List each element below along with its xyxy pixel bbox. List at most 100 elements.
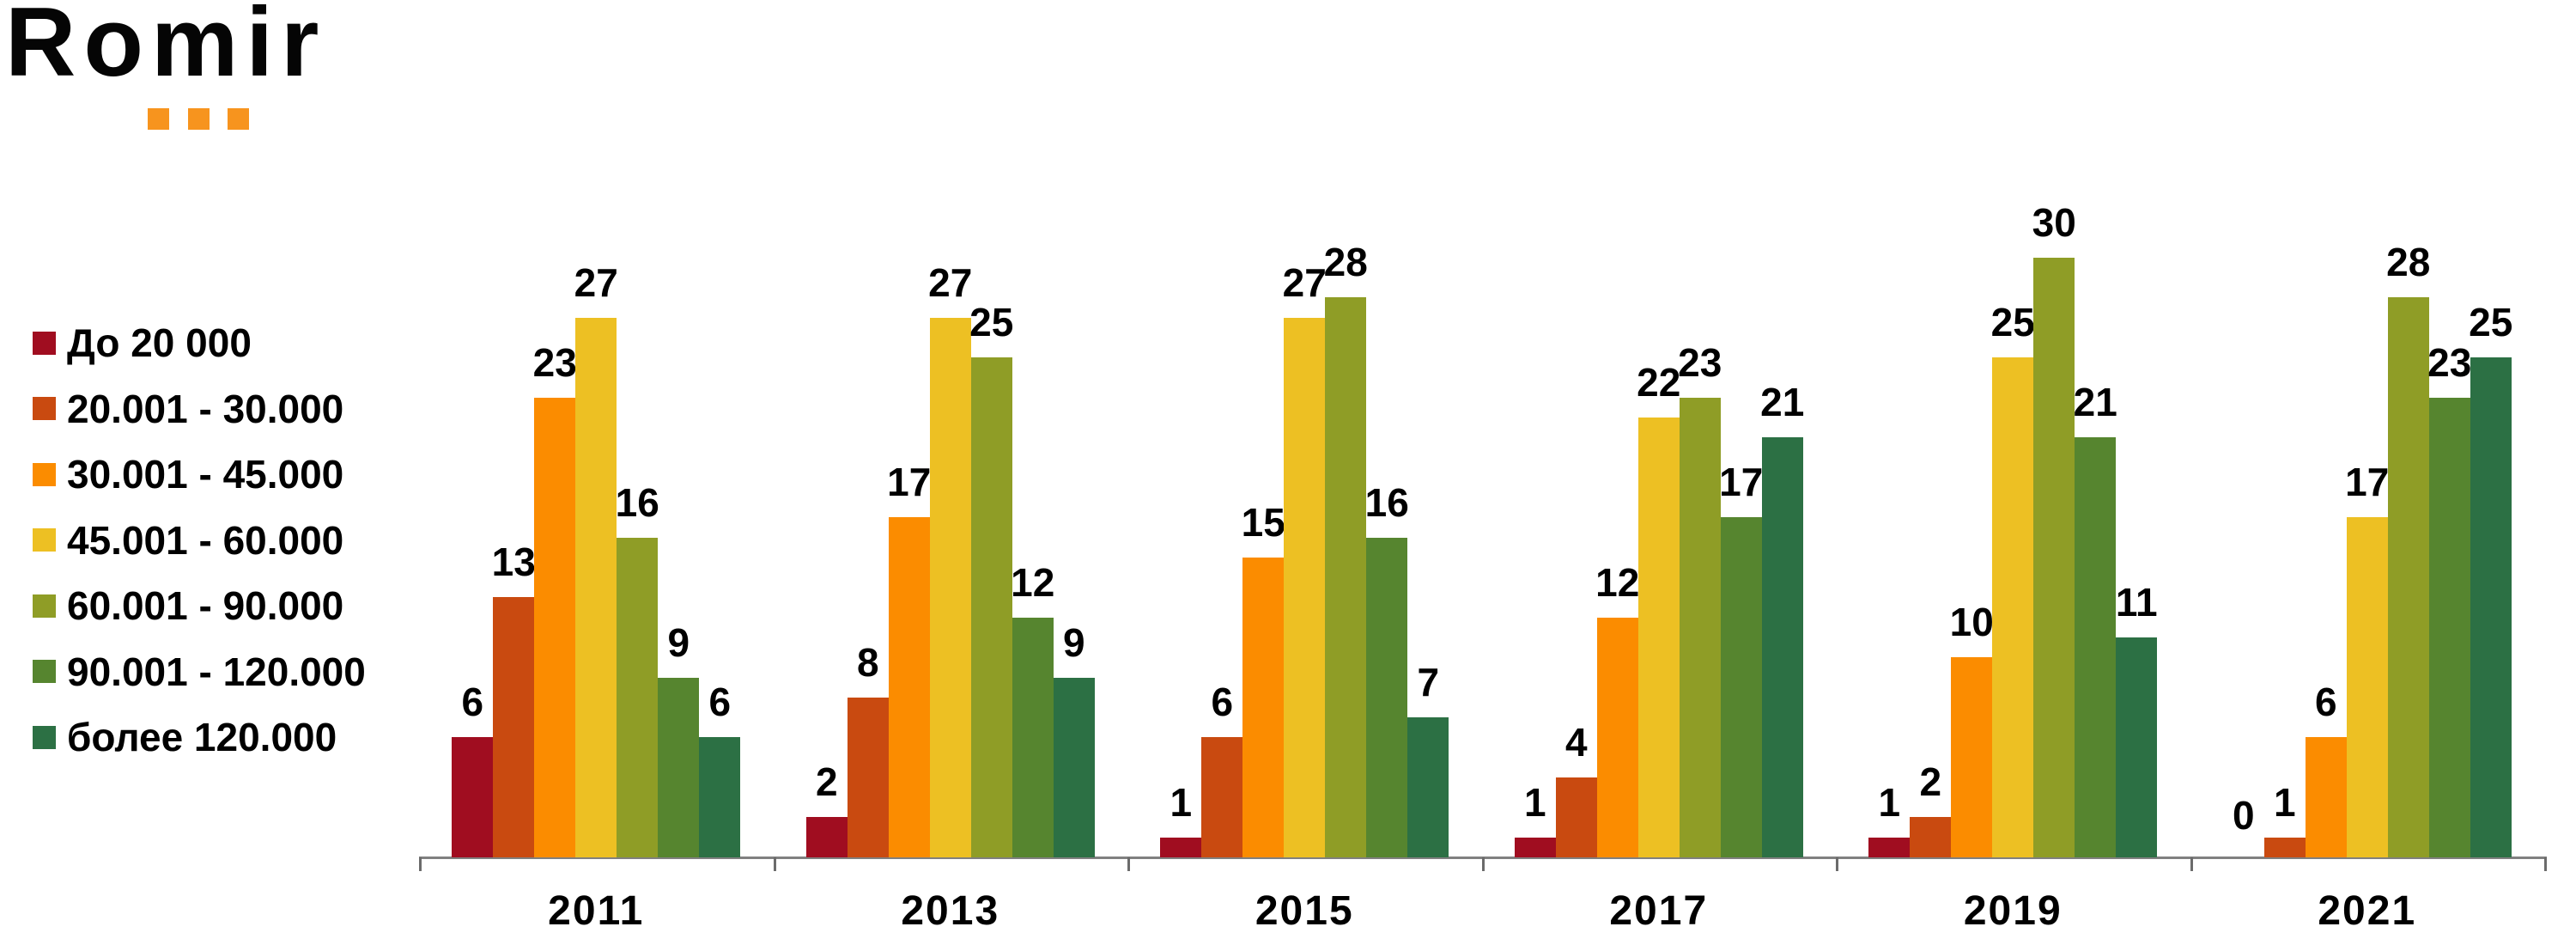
- x-axis-tick: [1127, 857, 1130, 871]
- bar-2021-series-6: [2470, 357, 2512, 857]
- bar-2011-series-0: [452, 737, 494, 857]
- bar-value-label: 9: [1062, 620, 1085, 665]
- bar-2017-series-3: [1637, 418, 1680, 857]
- bar-2019-series-4: [2033, 258, 2075, 857]
- bar-value-label: 6: [1211, 680, 1234, 724]
- bar-value-label: 17: [887, 460, 932, 504]
- bar-value-label: 23: [532, 340, 577, 385]
- bar-2015-series-3: [1284, 318, 1326, 857]
- x-axis-category-label: 2019: [1963, 888, 2063, 934]
- bar-2019-series-5: [2075, 437, 2117, 857]
- bar-value-label: 16: [1364, 480, 1409, 525]
- bar-2017-series-2: [1596, 618, 1638, 857]
- bar-2019-series-6: [2116, 637, 2158, 857]
- bar-value-label: 10: [1949, 600, 1994, 644]
- logo-orange-square-icon: [228, 108, 249, 130]
- bar-value-label: 2: [815, 759, 838, 804]
- bar-2019-series-2: [1951, 657, 1993, 857]
- bar-value-label: 30: [2032, 200, 2076, 245]
- legend-swatch-icon: [33, 725, 56, 749]
- bar-value-label: 2: [1919, 759, 1942, 804]
- bar-value-label: 27: [928, 260, 973, 305]
- bar-2015-series-6: [1407, 717, 1449, 857]
- bar-value-label: 27: [574, 260, 618, 305]
- bar-2011-series-1: [493, 597, 535, 857]
- legend-swatch-icon: [33, 528, 56, 552]
- bar-2011-series-5: [658, 678, 700, 857]
- bar-value-label: 23: [1678, 340, 1722, 385]
- bar-2015-series-4: [1325, 297, 1367, 857]
- bar-2013-series-2: [888, 517, 930, 857]
- bar-2013-series-3: [929, 318, 971, 857]
- bar-group-2017: 1 4 12 22 23 17 21: [1482, 0, 1837, 857]
- chart-legend: До 20 000 20.001 - 30.000 30.001 - 45.000 4…: [33, 0, 428, 773]
- bar-2015-series-0: [1160, 838, 1202, 857]
- bar-value-label: 6: [461, 680, 484, 724]
- bar-value-label: 25: [1990, 300, 2035, 344]
- bar-2011-series-2: [534, 398, 576, 857]
- bar-value-label: 6: [2314, 680, 2337, 724]
- bar-2017-series-6: [1761, 437, 1803, 857]
- x-axis-category-label: 2015: [1255, 888, 1354, 934]
- bar-2013-series-6: [1053, 678, 1095, 857]
- x-axis-tick: [419, 857, 422, 871]
- bar-2017-series-4: [1679, 398, 1721, 857]
- bar-value-label: 11: [2115, 580, 2158, 625]
- bar-2019-series-0: [1868, 838, 1911, 857]
- bar-value-label: 12: [1595, 560, 1640, 605]
- x-axis-tick: [773, 857, 776, 871]
- bar-value-label: 28: [2386, 240, 2431, 284]
- bar-group-2013: 2 8 17 27 25 12 9: [774, 0, 1128, 857]
- bar-value-label: 25: [2469, 300, 2513, 344]
- bar-2011-series-6: [699, 737, 741, 857]
- bar-value-label: 1: [1523, 780, 1546, 825]
- bar-2017-series-1: [1555, 777, 1597, 857]
- bar-value-label: 8: [856, 640, 879, 685]
- bar-2021-series-3: [2346, 517, 2388, 857]
- legend-swatch-icon: [33, 397, 56, 420]
- bar-group-2019: 1 2 10 25 30 21 11: [1836, 0, 2190, 857]
- bar-2015-series-2: [1242, 558, 1285, 857]
- x-axis-category-label: 2011: [548, 888, 645, 934]
- x-axis-tick: [2544, 857, 2547, 871]
- bar-2013-series-4: [970, 357, 1012, 857]
- bar-2021-series-2: [2305, 737, 2347, 857]
- bar-2017-series-5: [1720, 517, 1762, 857]
- bar-value-label: 0: [2232, 793, 2255, 838]
- x-axis-tick: [1481, 857, 1485, 871]
- bar-value-label: 4: [1564, 720, 1588, 765]
- bar-2015-series-1: [1201, 737, 1243, 857]
- bar-2021-series-5: [2428, 398, 2470, 857]
- bar-value-label: 1: [2273, 780, 2296, 825]
- x-axis-category-label: 2013: [901, 888, 1000, 934]
- legend-swatch-icon: [33, 660, 56, 683]
- x-axis-category-label: 2017: [1609, 888, 1709, 934]
- bar-2017-series-0: [1514, 838, 1556, 857]
- bar-2021-series-1: [2263, 838, 2306, 857]
- bar-value-label: 25: [969, 300, 1014, 344]
- bar-2015-series-5: [1366, 538, 1408, 857]
- bar-value-label: 16: [615, 480, 659, 525]
- bar-group-2021: 0 1 6 17 28 23 25: [2190, 0, 2545, 857]
- logo-orange-square-icon: [148, 108, 169, 130]
- bar-value-label: 13: [491, 540, 536, 584]
- romir-logo-text: Romir: [5, 0, 327, 97]
- bar-value-label: 9: [667, 620, 690, 665]
- bar-2013-series-1: [847, 698, 889, 857]
- legend-swatch-icon: [33, 462, 56, 486]
- x-axis-category-label: 2021: [2318, 888, 2417, 934]
- bar-value-label: 15: [1241, 500, 1285, 545]
- bar-value-label: 27: [1282, 260, 1327, 305]
- x-axis-tick: [2190, 857, 2193, 871]
- bar-2011-series-4: [617, 538, 659, 857]
- bar-2011-series-3: [575, 318, 617, 857]
- bar-value-label: 17: [1719, 460, 1764, 504]
- legend-swatch-icon: [33, 594, 56, 618]
- x-axis-tick: [1836, 857, 1838, 871]
- bar-2019-series-3: [1992, 357, 2034, 857]
- bar-value-label: 1: [1878, 780, 1901, 825]
- bar-value-label: 17: [2345, 460, 2390, 504]
- bar-value-label: 21: [1760, 380, 1805, 424]
- bar-value-label: 23: [2427, 340, 2472, 385]
